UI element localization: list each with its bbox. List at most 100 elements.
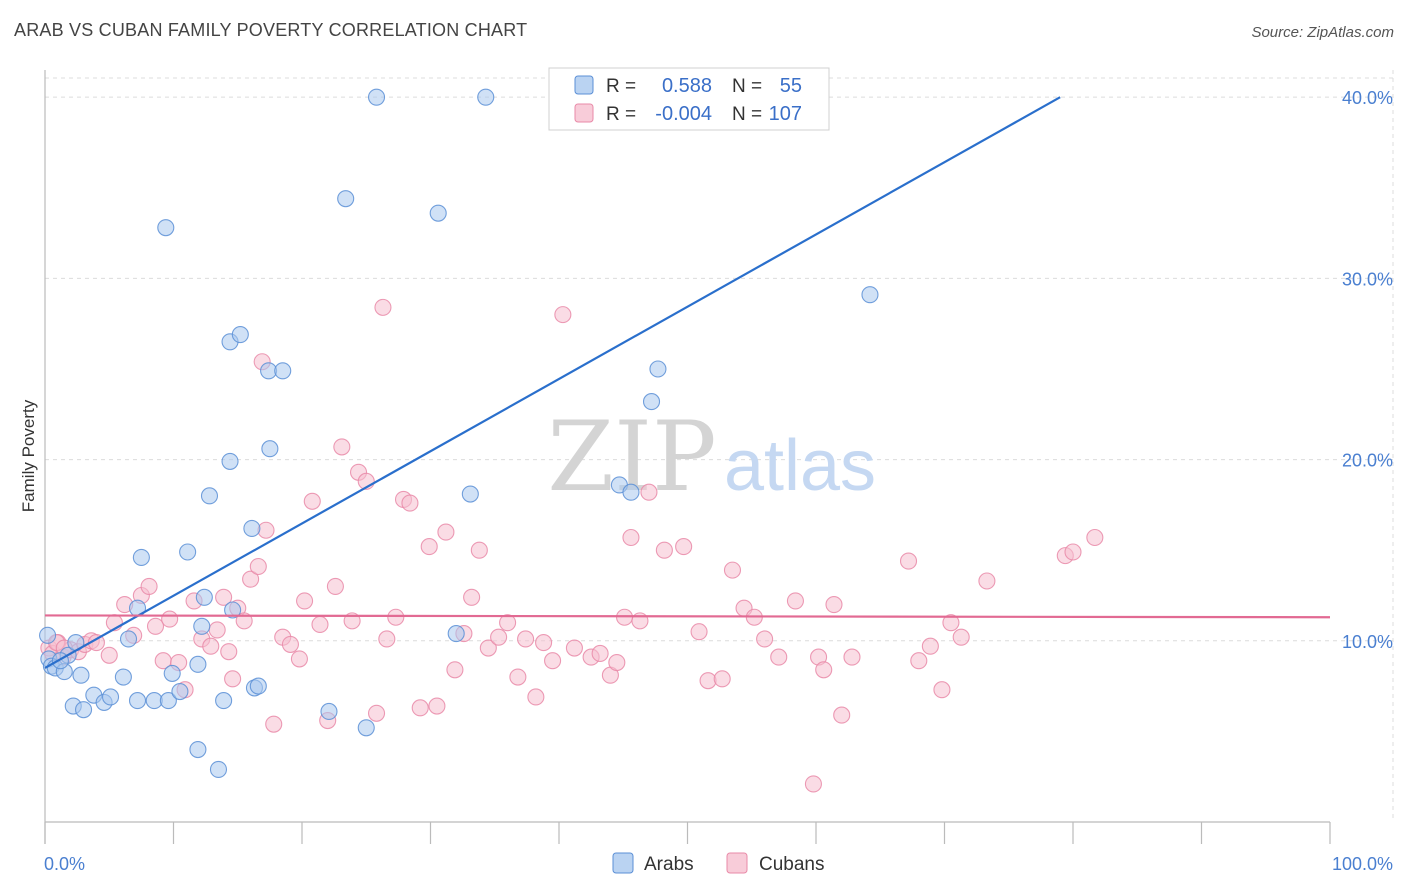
cuban-point [565, 639, 583, 657]
cuban-point [527, 688, 545, 706]
cuban-point [235, 612, 253, 630]
arab-point [231, 326, 249, 344]
arab-point [221, 452, 239, 470]
bottom-legend: Arabs Cubans [612, 852, 825, 875]
cubans-trend-line [44, 614, 1331, 619]
cuban-point [1086, 528, 1104, 547]
cuban-point [655, 541, 673, 559]
cuban-point [411, 699, 429, 717]
cuban-point [479, 639, 497, 657]
y-tick-label: 30.0% [1342, 269, 1393, 289]
cuban-point [833, 706, 851, 724]
cuban-point [933, 681, 951, 699]
cuban-point [146, 617, 165, 635]
cuban-point [535, 634, 553, 652]
cuban-point [690, 623, 708, 641]
watermark: ZIP atlas [547, 401, 876, 513]
arab-point [642, 393, 661, 411]
cuban-point [463, 588, 481, 606]
cuban-point [401, 494, 419, 512]
legend-box: R = 0.588 N = 55 R = -0.004 N = 107 [548, 67, 830, 131]
chart-title: ARAB VS CUBAN FAMILY POVERTY CORRELATION… [14, 20, 528, 40]
cuban-point [815, 661, 833, 679]
cuban-point [290, 650, 308, 668]
arab-point [477, 88, 495, 106]
cuban-point [257, 521, 275, 539]
grid-lines [45, 70, 1395, 822]
cuban-point [942, 614, 960, 632]
legend-r-label-cubans: R = [606, 104, 636, 125]
y-tick-label: 10.0% [1342, 632, 1393, 652]
cuban-point [378, 630, 396, 648]
cuban-point [224, 670, 242, 688]
arabs-trend-line [44, 96, 1061, 669]
arab-point [622, 483, 640, 501]
cuban-point [756, 630, 774, 648]
arab-point [189, 740, 207, 759]
arab-point [261, 440, 279, 458]
legend-swatch-cubans [574, 103, 594, 123]
cuban-point [446, 661, 464, 679]
cuban-point [544, 652, 562, 670]
cuban-point [215, 588, 233, 606]
arab-point [101, 688, 120, 706]
cuban-point [509, 668, 527, 686]
cuban-point [591, 644, 609, 663]
cuban-point [699, 672, 717, 690]
arab-point [195, 588, 213, 606]
bottom-legend-cubans: Cubans [759, 854, 825, 875]
arab-point [163, 664, 181, 682]
cuban-point [140, 577, 158, 595]
arab-point [189, 655, 207, 673]
x-tick-label: 0.0% [44, 854, 85, 874]
cuban-point [499, 614, 517, 632]
x-tick-label: 100.0% [1332, 854, 1393, 874]
y-tick-label: 20.0% [1342, 451, 1393, 471]
cuban-point [100, 646, 118, 664]
cubans-points [40, 298, 1104, 793]
cuban-point [1064, 543, 1082, 561]
cuban-point [208, 621, 226, 639]
y-tick-label: 40.0% [1342, 88, 1393, 108]
cuban-point [910, 652, 928, 670]
cuban-point [786, 592, 804, 610]
cuban-point [470, 541, 488, 559]
cuban-point [622, 528, 640, 547]
cuban-point [202, 637, 220, 655]
legend-n-label-cubans: N = [732, 104, 762, 125]
arab-point [274, 362, 292, 380]
arab-point [171, 682, 189, 701]
cuban-point [242, 570, 260, 588]
arab-point [224, 601, 242, 619]
arab-point [215, 692, 233, 710]
arab-point [128, 692, 147, 710]
cuban-point [420, 538, 438, 556]
cuban-point [921, 637, 939, 655]
cuban-point [713, 670, 731, 688]
arab-point [159, 692, 177, 710]
cuban-point [952, 628, 970, 646]
cuban-point [723, 561, 742, 579]
arab-point [200, 487, 219, 505]
cuban-point [770, 648, 788, 666]
arab-point [243, 519, 261, 537]
trend-lines [44, 96, 1331, 669]
arab-point [337, 190, 355, 208]
cuban-point [367, 704, 386, 722]
y-axis-label: Family Poverty [19, 399, 38, 512]
bottom-legend-arabs: Arabs [644, 854, 694, 875]
arab-point [357, 719, 375, 737]
cuban-point [843, 648, 861, 666]
arab-point [861, 286, 879, 304]
legend-r-value-cubans: -0.004 [655, 103, 712, 125]
watermark-atlas: atlas [724, 426, 876, 506]
cuban-point [804, 775, 822, 793]
bottom-legend-swatch-cubans [726, 852, 748, 874]
arab-point [39, 626, 57, 644]
cuban-point [490, 628, 508, 646]
arab-point [649, 360, 667, 378]
cuban-point [640, 483, 658, 501]
cuban-point [608, 653, 626, 672]
cuban-point [265, 715, 283, 733]
